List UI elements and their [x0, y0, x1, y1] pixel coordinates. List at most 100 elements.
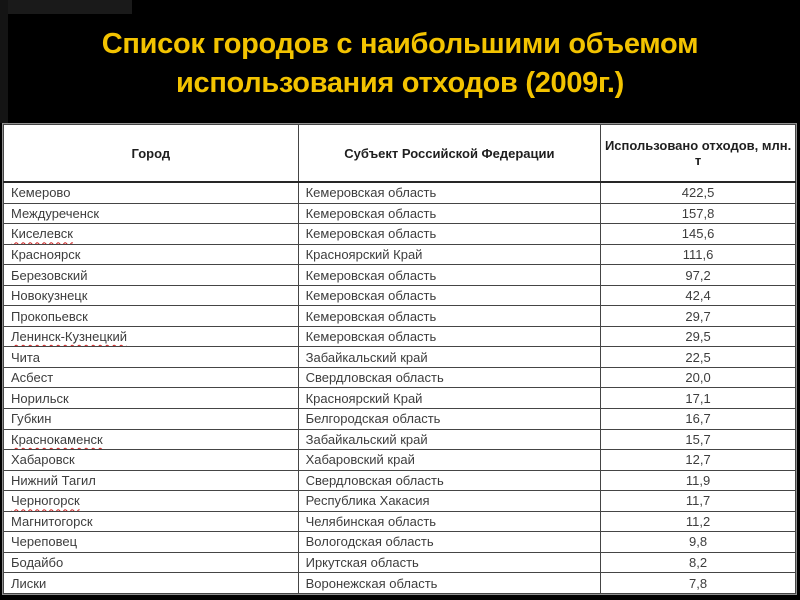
cell-value: 157,8 — [600, 202, 796, 225]
cell-region: Кемеровская область — [297, 223, 602, 245]
cell-region: Кемеровская область — [297, 181, 602, 204]
city-text: Кемерово — [11, 185, 71, 201]
cell-city: Магнитогорск — [3, 510, 299, 533]
cell-region: Красноярский Край — [297, 387, 602, 409]
cell-value: 111,6 — [600, 243, 796, 266]
table-row: Прокопьевск Кемеровская область 29,7 — [3, 305, 796, 327]
city-text: Красноярск — [11, 247, 81, 262]
table-row: Кемерово Кемеровская область 422,5 — [3, 181, 796, 204]
city-text: Норильск — [11, 390, 69, 406]
cell-region: Кемеровская область — [297, 202, 602, 225]
cell-city: Новокузнецк — [3, 284, 299, 307]
cell-city: Асбест — [3, 366, 299, 389]
cell-region: Республика Хакасия — [297, 490, 602, 512]
table-row: Междуреченск Кемеровская область 157,8 — [3, 202, 796, 225]
city-text: Ленинск-Кузнецкий — [11, 329, 127, 345]
cell-value: 11,2 — [600, 510, 796, 533]
cell-region: Свердловская область — [297, 366, 602, 389]
table-row: Асбест Свердловская область 20,0 — [3, 366, 796, 389]
cell-region: Кемеровская область — [297, 264, 602, 286]
cell-value: 422,5 — [600, 181, 796, 204]
city-text: Магнитогорск — [11, 513, 93, 529]
table-row: Ленинск-Кузнецкий Кемеровская область 29,5 — [3, 325, 796, 348]
corner-artifact-left — [0, 0, 8, 123]
cell-value: 145,6 — [600, 223, 796, 245]
cell-region: Челябинская область — [297, 510, 602, 533]
city-text: Киселевск — [11, 226, 73, 242]
cell-region: Вологодская область — [297, 531, 602, 553]
cell-city: Красноярск — [3, 243, 299, 266]
city-text: Новокузнецк — [11, 288, 88, 304]
table-row: Нижний Тагил Свердловская область 11,9 — [3, 469, 796, 492]
cell-value: 12,7 — [600, 449, 796, 471]
cell-city: Междуреченск — [3, 202, 299, 225]
city-text: Хабаровск — [11, 452, 75, 468]
cell-value: 42,4 — [600, 284, 796, 307]
cell-region: Иркутская область — [297, 551, 602, 574]
cell-city: Череповец — [3, 531, 299, 553]
cell-value: 9,8 — [600, 531, 796, 553]
cell-value: 15,7 — [600, 428, 796, 451]
cell-city: Хабаровск — [3, 449, 299, 471]
table-row: Магнитогорск Челябинская область 11,2 — [3, 510, 796, 533]
table-row: Бодайбо Иркутская область 8,2 — [3, 551, 796, 574]
cell-city: Краснокаменск — [3, 428, 299, 451]
cell-city: Лиски — [3, 572, 299, 594]
city-text: Лиски — [11, 575, 47, 591]
cell-value: 22,5 — [600, 346, 796, 368]
table-row: Березовский Кемеровская область 97,2 — [3, 264, 796, 286]
cell-value: 97,2 — [600, 264, 796, 286]
cell-region: Кемеровская область — [297, 284, 602, 307]
cell-value: 8,2 — [600, 551, 796, 574]
city-text: Череповец — [11, 534, 78, 550]
cell-value: 29,7 — [600, 305, 796, 327]
table-header-row: Город Субъект Российской Федерации Испол… — [3, 124, 796, 183]
city-text: Черногорск — [11, 493, 80, 509]
cell-region: Свердловская область — [297, 469, 602, 492]
cell-region: Белгородская область — [297, 407, 602, 430]
cell-region: Воронежская область — [297, 572, 602, 594]
cell-region: Красноярский Край — [297, 243, 602, 266]
city-text: Чита — [11, 349, 40, 365]
slide-title-line-1: Список городов с наибольшими объемом — [101, 28, 699, 60]
table-row: Краснокаменск Забайкальский край 15,7 — [3, 428, 796, 451]
city-text: Губкин — [11, 411, 52, 427]
cell-city: Нижний Тагил — [3, 469, 299, 492]
city-text: Прокопьевск — [11, 308, 88, 324]
cell-city: Березовский — [3, 264, 299, 286]
cell-value: 11,9 — [600, 469, 796, 492]
header-city: Город — [3, 124, 299, 183]
cell-city: Бодайбо — [3, 551, 299, 574]
city-text: Асбест — [11, 370, 54, 386]
header-region: Субъект Российской Федерации — [297, 124, 602, 183]
table-row: Лиски Воронежская область 7,8 — [3, 572, 796, 594]
cell-city: Губкин — [3, 407, 299, 430]
cell-region: Забайкальский край — [297, 346, 602, 368]
cell-city: Норильск — [3, 387, 299, 409]
table-row: Чита Забайкальский край 22,5 — [3, 346, 796, 368]
table-row: Хабаровск Хабаровский край 12,7 — [3, 449, 796, 471]
cell-value: 11,7 — [600, 490, 796, 512]
table-row: Киселевск Кемеровская область 145,6 — [3, 223, 796, 245]
cell-value: 16,7 — [600, 407, 796, 430]
cell-value: 20,0 — [600, 366, 796, 389]
table-row: Красноярск Красноярский Край 111,6 — [3, 243, 796, 266]
slide-title-line-2: использования отходов (2009г.) — [175, 67, 625, 99]
cell-region: Хабаровский край — [297, 449, 602, 471]
cell-city: Чита — [3, 346, 299, 368]
cell-city: Кемерово — [3, 181, 299, 204]
city-text: Березовский — [11, 267, 88, 283]
table-row: Губкин Белгородская область 16,7 — [3, 407, 796, 430]
cell-region: Кемеровская область — [297, 325, 602, 348]
table-row: Новокузнецк Кемеровская область 42,4 — [3, 284, 796, 307]
city-text: Междуреченск — [11, 205, 100, 221]
cell-value: 17,1 — [600, 387, 796, 409]
table-row: Черногорск Республика Хакасия 11,7 — [3, 490, 796, 512]
city-text: Краснокаменск — [11, 431, 103, 447]
waste-usage-table: Город Субъект Российской Федерации Испол… — [3, 124, 796, 594]
cell-value: 29,5 — [600, 325, 796, 348]
cell-region: Кемеровская область — [297, 305, 602, 327]
header-value: Использовано отходов, млн. т — [600, 124, 796, 183]
cell-city: Черногорск — [3, 490, 299, 512]
